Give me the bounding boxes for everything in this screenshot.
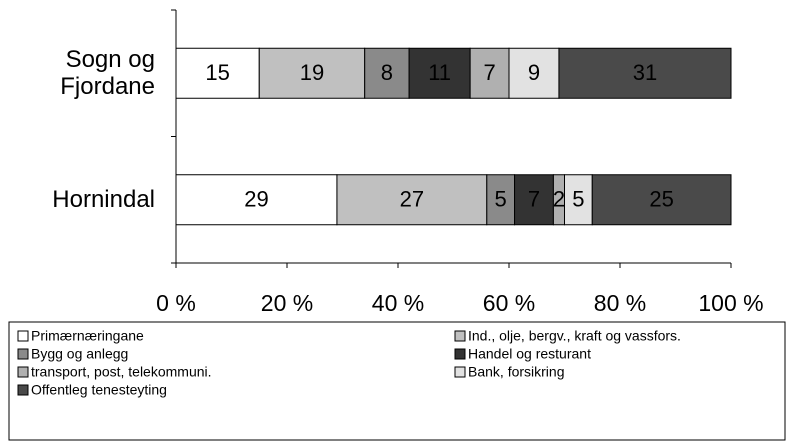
bar-segment [486,174,516,226]
legend-swatch [17,348,29,360]
legend-swatch [17,330,29,342]
bar-segment [175,174,338,226]
bar-segment [564,174,593,226]
data-label: 5 [572,187,584,212]
legend-swatch [17,384,29,396]
legend-swatch [454,366,466,378]
bar-segment [558,47,732,99]
legend-label: Bank, forsikring [468,364,564,380]
data-label: 9 [528,60,540,85]
data-label: 29 [244,187,268,212]
x-tick-label: 40 % [372,290,424,316]
bar-segment [258,47,366,99]
legend-swatch [17,366,29,378]
data-label: 8 [381,60,393,85]
data-label: 19 [300,60,324,85]
bar-segment [175,47,260,99]
x-tick-label: 100 % [698,290,763,316]
bar-segment [364,47,410,99]
bar-segment [469,47,510,99]
legend-swatch [454,348,466,360]
bar-segment [336,174,488,226]
x-tick-label: 80 % [594,290,646,316]
legend-label: transport, post, telekommuni. [31,364,212,380]
legend-box [8,321,786,441]
data-label: 11 [428,60,451,85]
legend-label: Handel og resturant [468,346,591,362]
category-label: Sogn og Fjordane [60,46,155,101]
x-tick-label: 60 % [483,290,535,316]
bar-segment [591,174,732,226]
data-label: 15 [205,60,229,85]
data-label: 31 [633,60,657,85]
data-label: 2 [553,187,565,212]
legend-label: Primærnæringane [31,328,144,344]
data-label: 7 [483,60,495,85]
category-label: Hornindal [52,186,155,214]
data-label: 5 [495,187,507,212]
legend-swatch [454,330,466,342]
data-label: 7 [528,187,540,212]
legend-label: Ind., olje, bergv., kraft og vassfors. [468,328,681,344]
bar-segment [508,47,560,99]
legend-label: Bygg og anlegg [31,346,128,362]
x-tick-label: 0 % [156,290,196,316]
legend-label: Offentleg tenesteyting [31,382,167,398]
x-tick-label: 20 % [261,290,313,316]
data-label: 25 [649,187,673,212]
data-label: 27 [400,187,424,212]
bar-segment [514,174,554,226]
